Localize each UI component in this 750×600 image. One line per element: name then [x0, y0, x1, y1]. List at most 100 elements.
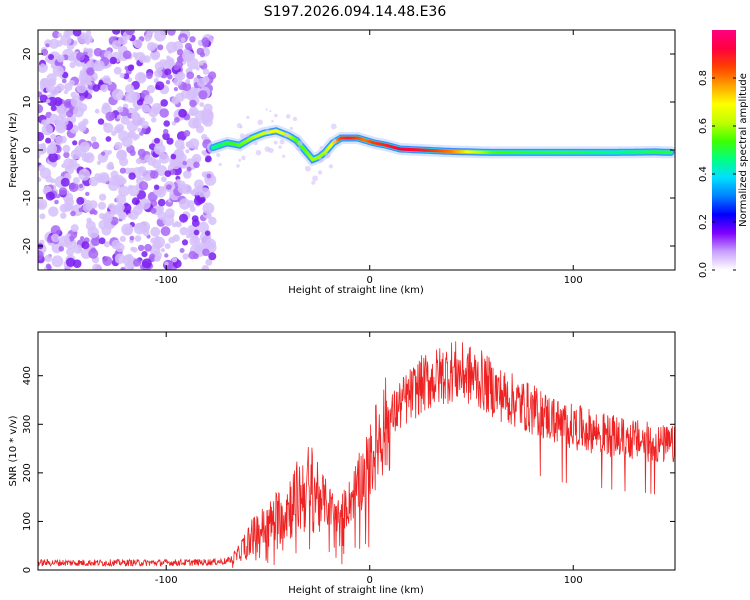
noise-blob — [127, 64, 135, 72]
noise-blob — [111, 88, 124, 101]
noise-blob — [124, 167, 131, 175]
noise-blob — [82, 168, 87, 173]
noise-blob — [133, 222, 146, 235]
noise-blob — [76, 196, 85, 205]
ridge-speck — [296, 146, 301, 152]
noise-blob — [183, 170, 192, 179]
noise-blob — [167, 74, 173, 80]
snr-panel: -100 0 100 0 100 200 300 400 Height of straight… — [8, 331, 676, 596]
noise-blob — [125, 91, 138, 103]
noise-blob — [161, 176, 167, 183]
noise-blob — [165, 80, 171, 85]
noise-blob — [193, 179, 204, 190]
noise-blob — [163, 128, 169, 135]
noise-blob — [90, 136, 97, 142]
snr-content — [38, 341, 675, 568]
noise-blob — [193, 161, 200, 169]
noise-blob — [68, 158, 78, 168]
noise-blob — [88, 153, 93, 158]
noise-blob — [132, 205, 143, 216]
noise-blob — [193, 229, 200, 236]
ridge-speck — [328, 164, 333, 169]
noise-blob — [139, 198, 151, 210]
noise-blob — [141, 251, 148, 258]
noise-blob — [39, 94, 48, 103]
noise-blob — [72, 106, 84, 118]
y-tick-label: 100 — [22, 512, 33, 531]
noise-blob — [159, 108, 169, 118]
noise-blob — [70, 224, 79, 233]
noise-blob — [55, 135, 63, 144]
ridge-speck — [238, 158, 242, 162]
noise-blob — [202, 202, 215, 215]
noise-blob — [68, 79, 75, 87]
ridge-speck — [282, 154, 286, 158]
noise-blob — [76, 82, 87, 94]
noise-blob — [45, 43, 50, 48]
noise-blob — [146, 72, 153, 79]
noise-blob — [172, 223, 177, 228]
noise-blob — [127, 77, 133, 82]
noise-blob — [176, 71, 186, 81]
noise-blob — [179, 213, 188, 223]
noise-blob — [153, 143, 166, 155]
noise-blob — [143, 225, 150, 232]
noise-blob — [85, 30, 92, 36]
noise-blob — [66, 110, 74, 118]
noise-blob — [147, 157, 157, 166]
noise-blob — [157, 44, 164, 51]
noise-blob — [164, 170, 172, 178]
noise-blob — [94, 108, 100, 114]
noise-blob — [98, 237, 106, 245]
noise-blob — [65, 30, 76, 36]
ridge-speck — [236, 164, 240, 168]
noise-blob — [41, 123, 53, 136]
ridge-speck — [239, 125, 243, 129]
snr-frame — [37, 331, 676, 571]
noise-blob — [185, 79, 191, 84]
noise-blob — [80, 248, 92, 259]
noise-blob — [70, 91, 78, 99]
ridge-speck — [216, 152, 221, 158]
noise-blob — [202, 109, 214, 121]
noise-blob — [202, 41, 209, 48]
noise-blob — [179, 198, 191, 210]
noise-blob — [154, 137, 160, 144]
noise-blob — [89, 210, 94, 215]
noise-blob — [127, 213, 133, 218]
noise-region — [38, 30, 217, 270]
noise-blob — [72, 177, 80, 184]
noise-blob — [172, 41, 184, 52]
ridge-speck — [318, 157, 324, 163]
ridge-speck — [265, 129, 270, 133]
noise-blob — [92, 210, 98, 215]
noise-blob — [140, 120, 149, 129]
ridge-speck — [255, 149, 262, 156]
noise-blob — [141, 159, 146, 164]
noise-blob — [128, 172, 136, 180]
noise-blob — [163, 120, 170, 127]
noise-blob — [117, 106, 124, 113]
noise-blob — [134, 133, 140, 140]
noise-blob — [135, 72, 147, 84]
noise-blob — [166, 55, 171, 60]
ridge-speck — [279, 139, 285, 145]
noise-blob — [183, 130, 191, 137]
noise-blob — [137, 148, 146, 157]
ridge-speck — [292, 116, 298, 122]
noise-blob — [72, 140, 78, 146]
noise-blob — [107, 150, 112, 155]
noise-blob — [72, 30, 82, 37]
noise-blob — [109, 56, 117, 65]
noise-blob — [154, 69, 163, 78]
ridge-speck — [273, 140, 278, 145]
noise-blob — [49, 38, 60, 49]
spectrogram-x-axis-label: Height of straight line (km) — [288, 285, 424, 296]
noise-blob — [175, 92, 185, 103]
noise-blob — [167, 30, 176, 36]
y-tick-label: 400 — [22, 366, 33, 385]
colorbar-tick-label: 0.6 — [698, 118, 709, 134]
noise-blob — [41, 48, 49, 56]
noise-blob — [132, 52, 138, 58]
